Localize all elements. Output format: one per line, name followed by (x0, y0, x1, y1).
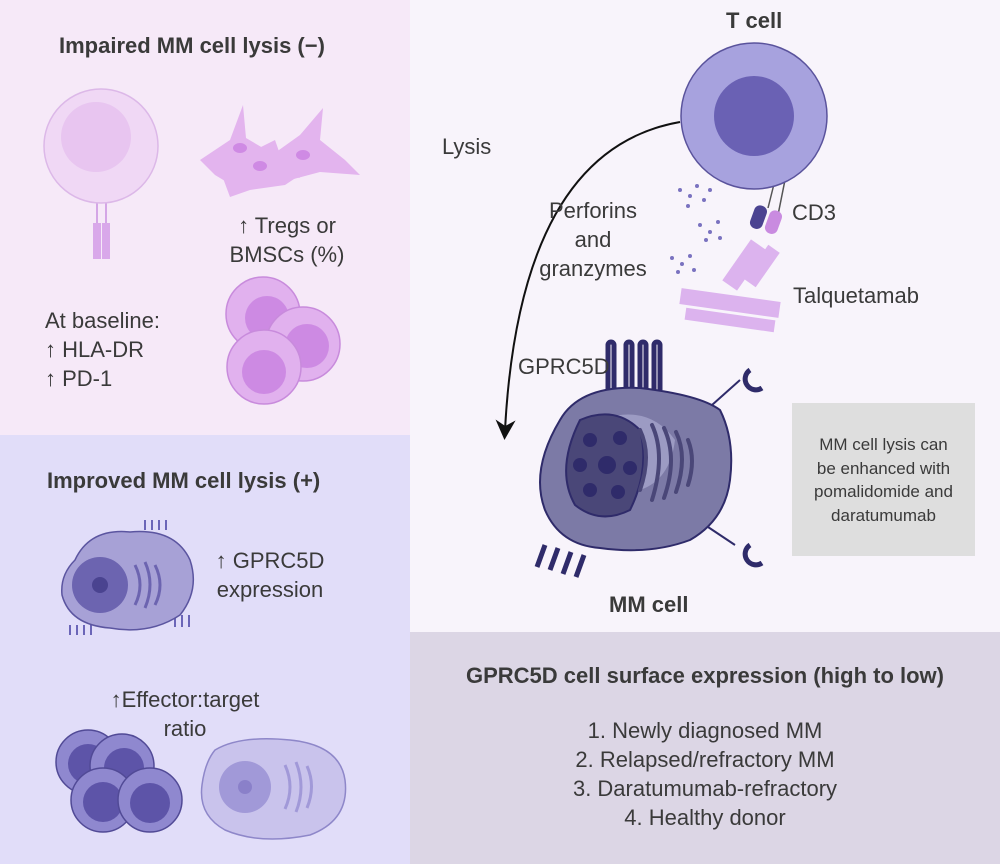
mm-cell-icon-small (61, 520, 195, 635)
impaired-title: Impaired MM cell lysis (−) (59, 33, 325, 58)
tregs-label: ↑ Tregs or BMSCs (%) (222, 211, 352, 269)
note-text: MM cell lysis can be enhanced with pomal… (792, 433, 975, 527)
stromal-cells-icon (200, 105, 360, 197)
impaired-panel (0, 0, 410, 435)
talquetamab-label: Talquetamab (793, 283, 919, 308)
ratio-line-2: ratio (163, 716, 207, 741)
gprc5d-line-1: ↑ GPRC5D (215, 548, 325, 573)
baseline-label: At baseline: (45, 308, 160, 333)
expression-item: 2. Relapsed/refractory MM (575, 747, 835, 772)
gprc5d-label: GPRC5D (518, 354, 610, 379)
expression-item: 3. Daratumumab-refractory (572, 776, 838, 801)
expression-panel (410, 632, 1000, 864)
granzyme-dots-icon (670, 184, 722, 274)
baseline-item: ↑ HLA-DR (45, 337, 145, 362)
mm-cell-icon (534, 339, 764, 578)
baseline-block: At baseline: ↑ HLA-DR ↑ PD-1 (45, 306, 160, 393)
note-line: MM cell lysis can (819, 435, 948, 454)
note-box (792, 403, 975, 556)
expression-item: 1. Newly diagnosed MM (587, 718, 823, 743)
talquetamab-antibody-icon (679, 239, 781, 333)
perforins-label: Perforins and granzymes (528, 196, 658, 283)
baseline-item: ↑ PD-1 (45, 366, 113, 391)
lysis-arrow (495, 121, 681, 440)
lysis-label: Lysis (442, 134, 492, 159)
note-line: be enhanced with (816, 458, 951, 478)
t-cell-icon-impaired (43, 88, 159, 259)
improved-title: Improved MM cell lysis (+) (47, 468, 321, 493)
mm-cell-label: MM cell (609, 592, 689, 617)
note-line: pomalidomide and (814, 482, 953, 501)
ratio-line-1: ↑Effector:target (110, 687, 260, 712)
perforins-line: and (574, 227, 612, 252)
tregs-line-2: BMSCs (%) (229, 242, 345, 267)
ratio-label: ↑Effector:target ratio (90, 685, 280, 743)
t-cell-label: T cell (726, 8, 783, 33)
note-line: daratumumab (831, 505, 936, 525)
tregs-line-1: ↑ Tregs or (238, 213, 336, 238)
perforins-line: Perforins (548, 198, 638, 223)
cd3-label: CD3 (792, 200, 837, 225)
target-cell-icon (200, 738, 347, 840)
perforins-line: granzymes (539, 256, 647, 281)
expression-list: 1. Newly diagnosed MM 2. Relapsed/refrac… (410, 716, 1000, 832)
expression-item: 4. Healthy donor (624, 805, 786, 830)
treg-cells-icon (225, 276, 341, 405)
t-cell-icon (680, 42, 828, 234)
gprc5d-expression-label: ↑ GPRC5D expression (200, 546, 340, 604)
gprc5d-line-2: expression (216, 577, 324, 602)
expression-title: GPRC5D cell surface expression (high to … (466, 663, 944, 688)
effector-cells-icon (55, 729, 183, 833)
